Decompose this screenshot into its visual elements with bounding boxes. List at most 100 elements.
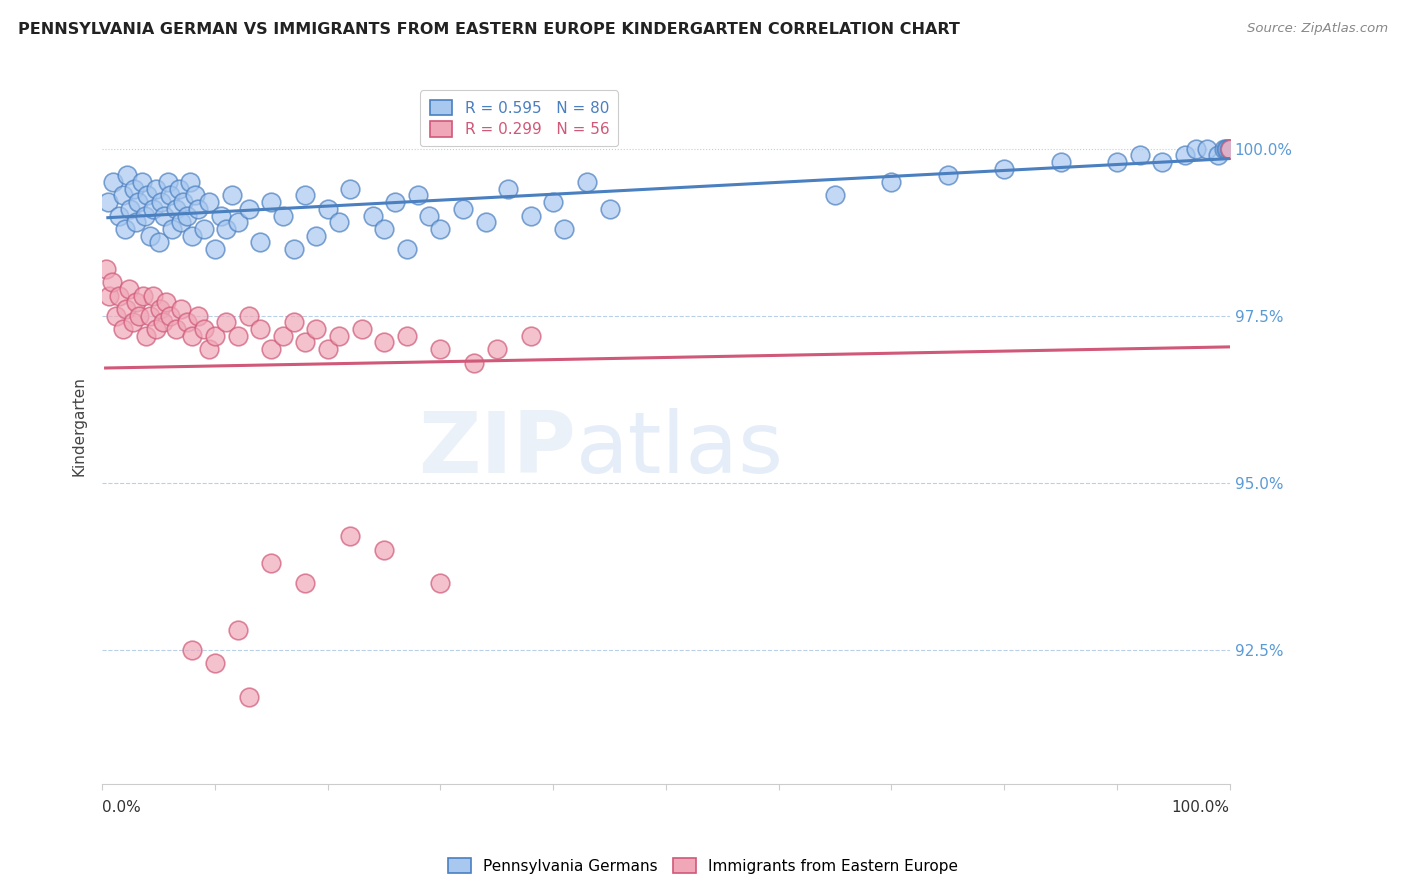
Point bbox=[127, 195, 149, 210]
Point bbox=[172, 195, 194, 210]
Point bbox=[339, 529, 361, 543]
Text: Source: ZipAtlas.com: Source: ZipAtlas.com bbox=[1247, 22, 1388, 36]
Point bbox=[136, 188, 159, 202]
Point bbox=[193, 222, 215, 236]
Point bbox=[1049, 155, 1071, 169]
Text: atlas: atlas bbox=[576, 408, 783, 491]
Point bbox=[316, 202, 339, 216]
Point bbox=[1219, 142, 1241, 156]
Point bbox=[294, 188, 316, 202]
Point bbox=[260, 195, 283, 210]
Point bbox=[145, 322, 167, 336]
Point bbox=[103, 175, 125, 189]
Point bbox=[373, 542, 395, 557]
Point bbox=[149, 302, 172, 317]
Point bbox=[183, 188, 205, 202]
Point bbox=[181, 328, 204, 343]
Point bbox=[880, 175, 903, 189]
Point bbox=[418, 209, 440, 223]
Point bbox=[474, 215, 496, 229]
Point bbox=[249, 322, 271, 336]
Point bbox=[936, 169, 959, 183]
Point bbox=[135, 328, 157, 343]
Point bbox=[1219, 142, 1241, 156]
Point bbox=[305, 322, 328, 336]
Point bbox=[221, 188, 243, 202]
Point bbox=[283, 242, 305, 256]
Point bbox=[98, 289, 121, 303]
Point bbox=[271, 328, 294, 343]
Point bbox=[128, 309, 150, 323]
Point bbox=[328, 328, 350, 343]
Point bbox=[187, 309, 209, 323]
Point bbox=[94, 262, 117, 277]
Point bbox=[283, 315, 305, 329]
Point bbox=[111, 188, 134, 202]
Point bbox=[138, 309, 160, 323]
Point bbox=[316, 342, 339, 356]
Point bbox=[294, 335, 316, 350]
Point bbox=[519, 328, 541, 343]
Point bbox=[576, 175, 599, 189]
Point bbox=[121, 315, 143, 329]
Point bbox=[181, 228, 204, 243]
Point bbox=[496, 182, 519, 196]
Point bbox=[159, 188, 181, 202]
Point bbox=[553, 222, 575, 236]
Point bbox=[1197, 142, 1219, 156]
Point bbox=[115, 302, 138, 317]
Point bbox=[181, 643, 204, 657]
Legend: R = 0.595   N = 80, R = 0.299   N = 56: R = 0.595 N = 80, R = 0.299 N = 56 bbox=[420, 90, 619, 146]
Point bbox=[395, 328, 418, 343]
Point bbox=[1216, 142, 1239, 156]
Text: PENNSYLVANIA GERMAN VS IMMIGRANTS FROM EASTERN EUROPE KINDERGARTEN CORRELATION C: PENNSYLVANIA GERMAN VS IMMIGRANTS FROM E… bbox=[18, 22, 960, 37]
Point bbox=[260, 556, 283, 570]
Point bbox=[204, 328, 226, 343]
Point bbox=[215, 222, 238, 236]
Point bbox=[134, 209, 156, 223]
Point bbox=[1208, 148, 1230, 162]
Point bbox=[249, 235, 271, 250]
Point bbox=[156, 175, 179, 189]
Point bbox=[305, 228, 328, 243]
Point bbox=[176, 209, 198, 223]
Point bbox=[122, 182, 145, 196]
Point bbox=[131, 175, 153, 189]
Point bbox=[152, 315, 174, 329]
Point bbox=[260, 342, 283, 356]
Point bbox=[429, 222, 451, 236]
Y-axis label: Kindergarten: Kindergarten bbox=[72, 376, 86, 476]
Point bbox=[159, 309, 181, 323]
Point bbox=[1218, 142, 1240, 156]
Point bbox=[1174, 148, 1197, 162]
Point bbox=[165, 202, 187, 216]
Point bbox=[1185, 142, 1208, 156]
Point bbox=[373, 222, 395, 236]
Point bbox=[148, 235, 170, 250]
Point bbox=[125, 215, 148, 229]
Point bbox=[395, 242, 418, 256]
Point bbox=[179, 175, 201, 189]
Point bbox=[101, 276, 124, 290]
Point bbox=[824, 188, 846, 202]
Point bbox=[1215, 142, 1237, 156]
Point bbox=[215, 315, 238, 329]
Point bbox=[226, 623, 249, 637]
Point bbox=[167, 182, 190, 196]
Point bbox=[198, 342, 221, 356]
Point bbox=[1213, 142, 1236, 156]
Point bbox=[1128, 148, 1150, 162]
Point bbox=[165, 322, 187, 336]
Point bbox=[294, 576, 316, 591]
Text: 100.0%: 100.0% bbox=[1171, 800, 1230, 815]
Point bbox=[599, 202, 621, 216]
Point bbox=[209, 209, 232, 223]
Point bbox=[1152, 155, 1174, 169]
Point bbox=[350, 322, 373, 336]
Point bbox=[155, 295, 177, 310]
Point bbox=[361, 209, 384, 223]
Point bbox=[519, 209, 541, 223]
Point bbox=[993, 161, 1015, 176]
Point bbox=[108, 209, 131, 223]
Point bbox=[132, 289, 155, 303]
